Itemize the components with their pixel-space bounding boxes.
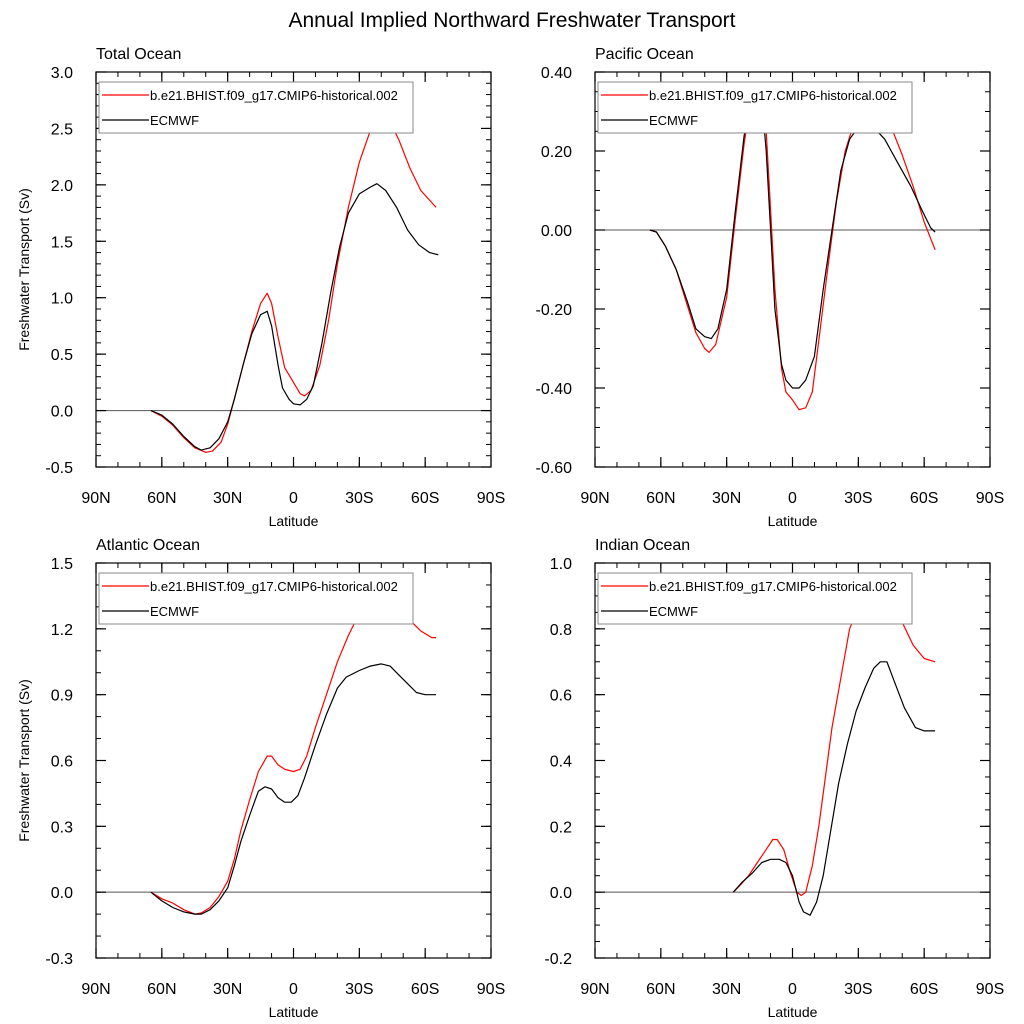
y-tick-label: 0.8 [550, 622, 572, 639]
x-tick-label: 30N [712, 490, 741, 507]
legend: b.e21.BHIST.f09_g17.CMIP6-historical.002… [98, 572, 414, 625]
x-tick-label: 60N [147, 490, 176, 507]
y-tick-label: -0.3 [45, 951, 73, 968]
x-tick-label: 60S [910, 490, 938, 507]
legend-label: b.e21.BHIST.f09_g17.CMIP6-historical.002 [150, 579, 398, 594]
x-tick-label: 30S [844, 490, 872, 507]
x-axis-label: Latitude [768, 1004, 818, 1020]
y-tick-label: 1.5 [51, 234, 73, 251]
x-tick-label: 90N [81, 981, 110, 998]
x-tick-label: 90N [580, 490, 609, 507]
panel-title: Atlantic Ocean [96, 537, 200, 554]
legend-label: b.e21.BHIST.f09_g17.CMIP6-historical.002 [150, 88, 398, 103]
legend-box [98, 81, 414, 134]
x-tick-label: 90S [976, 490, 1004, 507]
x-tick-label: 60S [910, 981, 938, 998]
legend-label: b.e21.BHIST.f09_g17.CMIP6-historical.002 [649, 88, 897, 103]
y-tick-label: 0.9 [51, 688, 73, 705]
figure-title: Annual Implied Northward Freshwater Tran… [288, 9, 735, 32]
y-axis-label: Freshwater Transport (Sv) [16, 679, 32, 842]
y-tick-label: 1.0 [51, 291, 73, 308]
panel-atlantic-ocean: Atlantic Ocean 1.5 1.2 0.9 0.6 0.3 0.0 -0.3 90N 6… [16, 537, 505, 1020]
y-tick-label: 2.5 [51, 121, 73, 138]
y-tick-label: 1.5 [51, 556, 73, 573]
series-line-model [150, 597, 437, 915]
legend-label: ECMWF [649, 113, 698, 128]
legend: b.e21.BHIST.f09_g17.CMIP6-historical.002… [597, 572, 913, 625]
x-tick-label: 0 [289, 490, 298, 507]
x-tick-label: 0 [788, 981, 797, 998]
panel-indian-ocean: Indian Ocean 1.0 0.8 0.6 0.4 0.2 0.0 -0.2 90N 60N… [544, 537, 1004, 1020]
x-tick-label: 90N [580, 981, 609, 998]
y-tick-label: 0.4 [550, 754, 572, 771]
panel-title: Pacific Ocean [595, 46, 694, 63]
series-line-ecmwf [150, 663, 437, 915]
x-axis-label: Latitude [269, 1004, 319, 1020]
y-tick-label: 0.0 [550, 885, 572, 902]
legend-box [98, 572, 414, 625]
y-tick-label: 0.3 [51, 819, 73, 836]
y-axis-label: Freshwater Transport (Sv) [16, 188, 32, 351]
x-tick-label: 90S [477, 981, 505, 998]
y-tick-label: 0.6 [550, 688, 572, 705]
x-tick-label: 0 [289, 981, 298, 998]
y-tick-label: -0.2 [544, 951, 572, 968]
y-tick-label: 0.5 [51, 347, 73, 364]
y-tick-label: -0.60 [536, 460, 573, 477]
y-tick-label: 3.0 [51, 65, 73, 82]
legend-label: ECMWF [150, 604, 199, 619]
y-tick-label: 0.0 [51, 885, 73, 902]
x-tick-label: 30S [345, 490, 373, 507]
legend-label: ECMWF [150, 113, 199, 128]
legend-label: b.e21.BHIST.f09_g17.CMIP6-historical.002 [649, 579, 897, 594]
x-tick-label: 30S [844, 981, 872, 998]
x-tick-label: 90S [976, 981, 1004, 998]
series-line-ecmwf [732, 661, 936, 916]
y-tick-label: 1.0 [550, 556, 572, 573]
panel-title: Total Ocean [96, 46, 181, 63]
legend-label: ECMWF [649, 604, 698, 619]
x-tick-label: 30N [712, 981, 741, 998]
panel-pacific-ocean: Pacific Ocean 0.40 0.20 0.00 -0.20 -0.40 -0.60… [536, 46, 1005, 529]
x-tick-label: 90S [477, 490, 505, 507]
x-tick-label: 60S [411, 981, 439, 998]
x-tick-label: 90N [81, 490, 110, 507]
x-tick-label: 60N [646, 490, 675, 507]
legend-box [597, 572, 913, 625]
legend: b.e21.BHIST.f09_g17.CMIP6-historical.002… [98, 81, 414, 134]
legend-box [597, 81, 913, 134]
panel-total-ocean: Total Ocean 3.0 2.5 2.0 1.5 1.0 0.5 0.0 -0.5 90N 6… [16, 46, 505, 529]
y-tick-label: 0.0 [51, 404, 73, 421]
y-tick-label: 1.2 [51, 622, 73, 639]
series-line-model [150, 114, 437, 453]
plot-frame [95, 71, 492, 468]
y-tick-label: -0.40 [536, 381, 573, 398]
x-tick-label: 0 [788, 490, 797, 507]
y-tick-label: 0.6 [51, 754, 73, 771]
x-tick-label: 30N [213, 981, 242, 998]
y-tick-label: 0.40 [541, 65, 572, 82]
y-tick-label: 0.00 [541, 223, 572, 240]
series-line-ecmwf [150, 183, 439, 451]
x-axis-label: Latitude [768, 513, 818, 529]
plot-frame [594, 562, 991, 959]
x-axis-label: Latitude [269, 513, 319, 529]
y-tick-label: 2.0 [51, 178, 73, 195]
plot-frame [594, 71, 991, 468]
x-tick-label: 60N [147, 981, 176, 998]
y-tick-label: 0.2 [550, 819, 572, 836]
x-tick-label: 60N [646, 981, 675, 998]
plot-frame [95, 562, 492, 959]
y-tick-label: 0.20 [541, 144, 572, 161]
y-tick-label: -0.20 [536, 302, 573, 319]
legend: b.e21.BHIST.f09_g17.CMIP6-historical.002… [597, 81, 913, 134]
x-tick-label: 30N [213, 490, 242, 507]
x-tick-label: 60S [411, 490, 439, 507]
panel-title: Indian Ocean [595, 537, 690, 554]
x-tick-label: 30S [345, 981, 373, 998]
y-tick-label: -0.5 [45, 460, 73, 477]
